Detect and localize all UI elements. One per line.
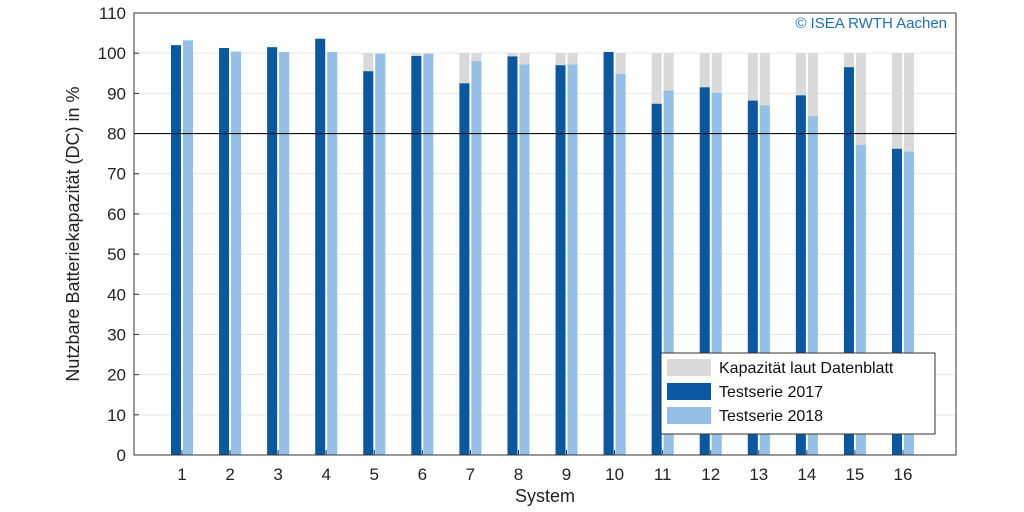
- x-tick-label: 2: [225, 465, 234, 484]
- y-tick-label: 110: [99, 4, 126, 23]
- y-axis-label: Nutzbare Batteriekapazität (DC) in %: [63, 86, 83, 381]
- x-tick-label: 10: [605, 465, 624, 484]
- y-tick-label: 20: [107, 366, 126, 385]
- y-tick-label: 80: [107, 125, 126, 144]
- bar-testserie-2017: [651, 103, 662, 455]
- x-tick-label: 7: [466, 465, 475, 484]
- x-tick-label: 12: [701, 465, 720, 484]
- y-tick-label: 70: [107, 165, 126, 184]
- copyright-text: © ISEA RWTH Aachen: [795, 15, 947, 32]
- bar-testserie-2017: [459, 83, 470, 456]
- bar-testserie-2018: [711, 92, 722, 455]
- x-tick-label: 8: [514, 465, 523, 484]
- bar-testserie-2018: [423, 53, 434, 456]
- bar-testserie-2017: [555, 65, 566, 456]
- x-tick-label: 16: [894, 465, 913, 484]
- x-tick-label: 4: [321, 465, 330, 484]
- x-tick-label: 1: [177, 465, 186, 484]
- bar-testserie-2017: [171, 45, 181, 456]
- y-tick-label: 50: [107, 245, 126, 264]
- x-tick-label: 13: [749, 465, 768, 484]
- bars-group: [171, 38, 914, 456]
- bar-testserie-2017: [267, 47, 278, 456]
- bar-testserie-2018: [375, 53, 386, 456]
- legend-label: Testserie 2018: [719, 408, 823, 425]
- legend: Kapazität laut Datenblatt Testserie 2017 T…: [660, 352, 936, 435]
- bar-testserie-2018: [663, 90, 674, 456]
- y-tick-label: 30: [107, 325, 126, 344]
- x-tick-label: 6: [418, 465, 427, 484]
- legend-swatch: [667, 407, 711, 424]
- y-tick-label: 40: [107, 285, 126, 304]
- legend-label: Kapazität laut Datenblatt: [719, 360, 894, 377]
- bar-testserie-2018: [855, 144, 866, 455]
- bar-testserie-2017: [795, 95, 806, 455]
- x-axis-label: System: [515, 486, 575, 506]
- bar-testserie-2018: [615, 74, 626, 456]
- bar-testserie-2017: [603, 51, 614, 455]
- bar-testserie-2017: [747, 100, 758, 455]
- legend-swatch: [667, 383, 711, 400]
- x-tick-label: 11: [654, 465, 672, 484]
- bar-testserie-2018: [519, 64, 530, 455]
- bar-testserie-2018: [904, 151, 914, 456]
- legend-label: Testserie 2017: [719, 384, 823, 401]
- y-tick-label: 10: [107, 406, 126, 425]
- x-tick-label: 15: [845, 465, 864, 484]
- bar-testserie-2018: [231, 51, 242, 455]
- bar-testserie-2017: [507, 56, 518, 455]
- bar-testserie-2018: [327, 51, 338, 455]
- bar-testserie-2018: [183, 40, 193, 455]
- x-tick-label: 3: [273, 465, 282, 484]
- bar-testserie-2017: [315, 38, 326, 455]
- bar-testserie-2017: [892, 148, 902, 455]
- bar-testserie-2017: [843, 67, 854, 455]
- bar-testserie-2018: [759, 105, 770, 455]
- y-tick-label: 60: [107, 205, 126, 224]
- x-tick-label: 14: [797, 465, 816, 484]
- plot-frame: [133, 12, 957, 456]
- bar-testserie-2018: [567, 64, 578, 455]
- y-tick-labels: 0 10 20 30 40 50 60 70 80 90 100 110: [98, 4, 126, 465]
- x-tick-labels: 1 2 3 4 5 6 7 8 9 10 11 12 13 14 15 16: [177, 450, 912, 484]
- bar-testserie-2017: [219, 47, 230, 455]
- bar-testserie-2018: [471, 61, 482, 456]
- bar-testserie-2017: [411, 55, 422, 456]
- y-tick-label: 0: [117, 446, 126, 465]
- y-tick-label: 100: [98, 44, 126, 63]
- x-tick-label: 9: [562, 465, 571, 484]
- legend-swatch: [667, 359, 711, 376]
- bar-testserie-2017: [699, 87, 710, 455]
- x-tick-label: 5: [370, 465, 379, 484]
- bar-testserie-2018: [279, 51, 290, 455]
- y-tick-label: 90: [107, 84, 126, 103]
- bar-testserie-2017: [363, 71, 374, 455]
- bar-testserie-2018: [807, 116, 818, 455]
